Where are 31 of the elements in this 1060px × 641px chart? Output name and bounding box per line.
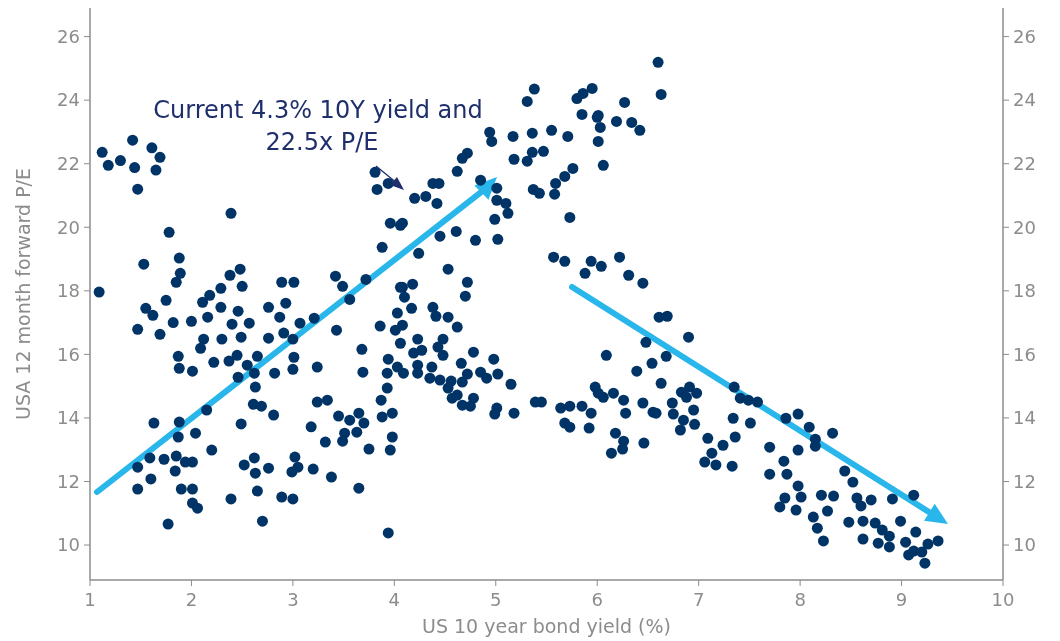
y-tick-label: 12 — [57, 470, 80, 492]
y2-tick-label: 22 — [1013, 153, 1036, 175]
y-tick-label: 14 — [57, 407, 80, 429]
y2-tick-label: 16 — [1013, 343, 1036, 365]
y2-tick-label: 10 — [1013, 534, 1036, 556]
y2-tick-label: 24 — [1013, 89, 1036, 111]
x-tick-label: 5 — [490, 589, 502, 610]
x-tick-label: 10 — [991, 589, 1015, 610]
annotation: Current 4.3% 10Y yield and 22.5x P/E — [153, 96, 483, 156]
x-tick-label: 3 — [287, 589, 299, 610]
y-axis-title: USA 12 month forward P/E — [12, 167, 34, 421]
x-tick-label: 4 — [388, 589, 401, 610]
y2-tick-label: 12 — [1013, 470, 1036, 492]
y-tick-label: 16 — [57, 343, 80, 365]
x-tick-label: 9 — [895, 589, 908, 610]
x-tick-label: 7 — [692, 589, 705, 610]
y2-tick-label: 18 — [1013, 280, 1036, 302]
y-tick-label: 20 — [57, 216, 80, 238]
x-tick-label: 6 — [591, 589, 603, 610]
y-tick-label: 26 — [57, 25, 80, 47]
y-tick-label: 18 — [57, 280, 80, 302]
x-axis-title: US 10 year bond yield (%) — [422, 615, 671, 637]
y2-tick-label: 26 — [1013, 25, 1036, 47]
y-tick-label: 22 — [57, 153, 80, 175]
x-tick-label: 1 — [84, 589, 96, 610]
y2-tick-label: 20 — [1013, 216, 1036, 238]
x-tick-label: 2 — [185, 589, 198, 610]
y-tick-label: 24 — [57, 89, 80, 111]
x-tick-label: 8 — [794, 589, 806, 610]
y-tick-label: 10 — [57, 534, 80, 556]
y2-tick-label: 14 — [1013, 407, 1036, 429]
